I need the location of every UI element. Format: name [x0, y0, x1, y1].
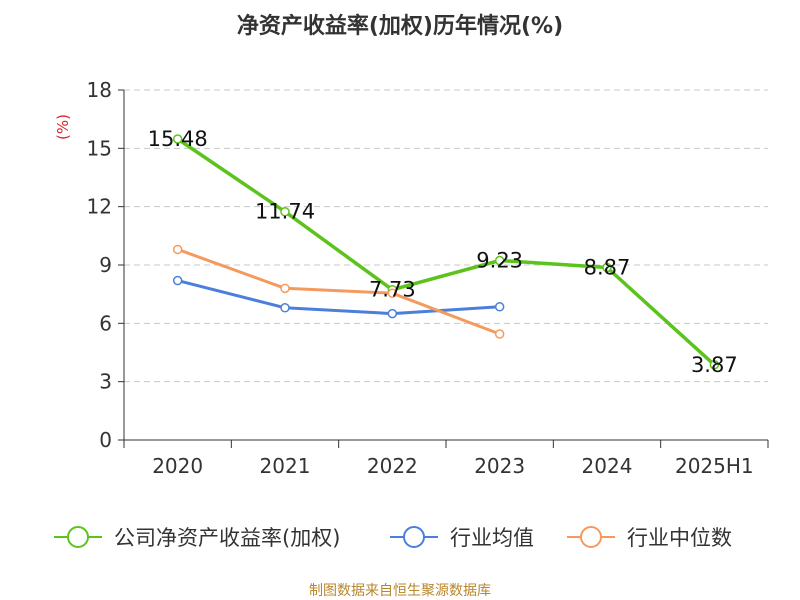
data-point — [280, 303, 290, 313]
data-point — [494, 255, 505, 266]
x-tick-label: 2024 — [582, 454, 633, 478]
y-tick-label: 18 — [87, 78, 112, 102]
data-point — [172, 244, 183, 255]
series-line — [177, 279, 500, 316]
data-point — [172, 134, 183, 144]
data-point — [280, 206, 290, 217]
y-tick-label: 0 — [99, 428, 112, 452]
y-tick-label: 15 — [87, 136, 112, 160]
data-point — [387, 308, 398, 319]
x-tick-label: 2022 — [367, 454, 418, 478]
x-tick-label: 2020 — [152, 454, 203, 478]
legend-swatch-marker — [67, 526, 89, 548]
x-tick-label: 2025H1 — [675, 454, 754, 478]
data-label: 3.87 — [691, 353, 738, 377]
series-line — [176, 137, 716, 367]
y-tick-label: 3 — [99, 370, 112, 394]
legend-label: 公司净资产收益率(加权) — [114, 526, 340, 550]
data-point — [172, 275, 183, 286]
data-point — [602, 262, 612, 273]
legend-swatch-marker — [403, 526, 425, 548]
data-point — [387, 288, 398, 298]
data-point — [280, 283, 290, 294]
data-label: 8.87 — [584, 256, 631, 280]
y-tick-label: 6 — [99, 311, 112, 335]
data-point — [494, 302, 505, 312]
x-tick-label: 2023 — [474, 454, 525, 478]
data-label: 11.74 — [255, 200, 315, 224]
data-point — [494, 329, 505, 339]
data-label: 7.73 — [369, 278, 416, 302]
y-tick-label: 9 — [99, 253, 112, 277]
y-axis-label: (%) — [54, 114, 72, 140]
series-line — [177, 247, 501, 336]
source-note: 制图数据来自恒生聚源数据库 — [309, 583, 491, 599]
legend-label: 行业中位数 — [627, 526, 732, 550]
y-tick-label: 12 — [87, 195, 112, 219]
data-point — [709, 360, 720, 370]
x-tick-label: 2021 — [260, 454, 311, 478]
legend-swatch-marker — [580, 526, 602, 548]
chart-title: 净资产收益率(加权)历年情况(%) — [236, 14, 564, 39]
data-label: 15.48 — [148, 127, 208, 151]
data-label: 9.23 — [476, 249, 523, 273]
legend-label: 行业均值 — [450, 526, 534, 550]
